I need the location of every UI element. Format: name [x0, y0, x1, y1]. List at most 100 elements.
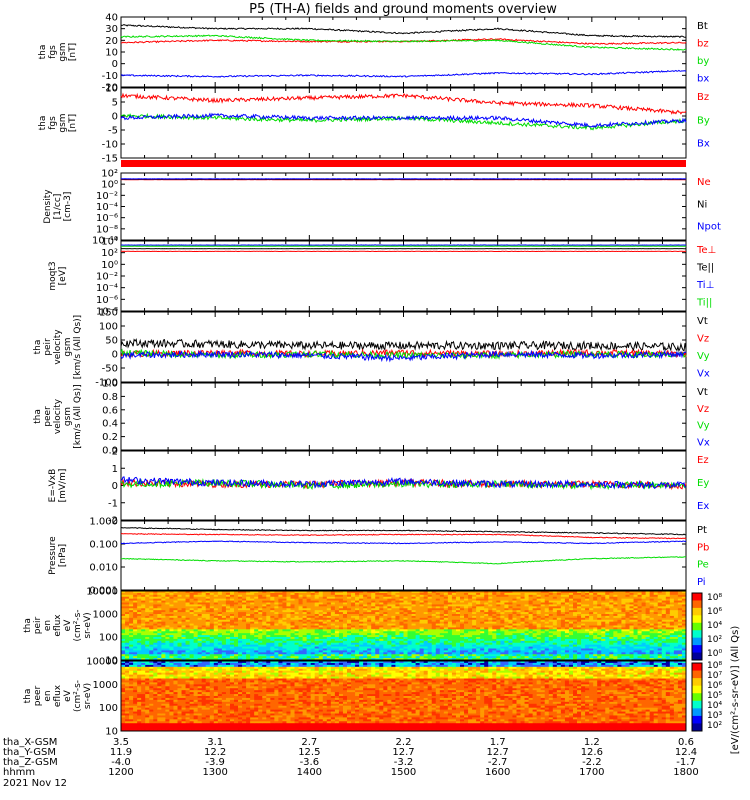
spectrogram-cell — [472, 640, 477, 644]
spectrogram-cell — [423, 614, 429, 617]
spectrogram-cell — [125, 658, 130, 661]
spectrogram-cell — [439, 596, 445, 600]
spectrogram-cell — [234, 638, 239, 642]
spectrogram-cell — [403, 621, 408, 624]
spectrogram-cell — [209, 627, 215, 630]
spectrogram-cell — [157, 596, 162, 600]
spectrogram-cell — [274, 591, 279, 594]
spectrogram-cell — [213, 621, 219, 624]
spectrogram-cell — [536, 640, 542, 644]
spectrogram-cell — [189, 631, 195, 634]
spectrogram-cell — [355, 617, 360, 621]
spectrogram-cell — [367, 604, 372, 607]
spectrogram-cell — [403, 633, 408, 636]
spectrogram-cell — [302, 633, 308, 636]
spectrogram-cell — [573, 633, 578, 636]
spectrogram-cell — [464, 640, 469, 644]
spectrogram-cell — [504, 646, 509, 649]
spectrogram-cell — [314, 598, 320, 601]
spectrogram-cell — [508, 619, 513, 623]
spectrogram-cell — [379, 658, 384, 661]
spectrogram-cell — [334, 614, 340, 617]
spectrogram-cell — [585, 602, 590, 605]
spectrogram-cell — [177, 644, 182, 647]
spectrogram-cell — [157, 648, 162, 651]
spectrogram-cell — [355, 598, 360, 601]
spectrogram-cell — [201, 633, 207, 636]
spectrogram-cell — [258, 614, 263, 617]
spectrogram-cell — [528, 633, 534, 636]
spectrogram-cell — [205, 642, 211, 646]
spectrogram-cell — [246, 592, 251, 596]
spectrogram-cell — [229, 596, 235, 600]
spectrogram-cell — [544, 600, 550, 603]
spectrogram-cell — [209, 604, 215, 607]
spectrogram-cell — [225, 600, 231, 603]
spectrogram-cell — [524, 606, 530, 609]
spectrogram-cell — [564, 604, 570, 607]
spectrogram-cell — [185, 654, 191, 657]
spectrogram-cell — [246, 642, 251, 646]
spectrogram-cell — [242, 656, 247, 659]
spectrogram-cell — [193, 635, 199, 638]
spectrogram-cell — [496, 619, 501, 623]
spectrogram-cell — [246, 608, 251, 611]
spectrogram-cell — [234, 648, 239, 651]
spectrogram-cell — [306, 646, 312, 649]
spectrogram-cell — [367, 602, 372, 605]
spectrogram-cell — [229, 635, 235, 638]
spectrogram-cell — [342, 644, 348, 647]
spectrogram-cell — [395, 638, 400, 642]
spectrogram-cell — [375, 591, 380, 594]
spectrogram-cell — [338, 625, 344, 628]
spectrogram-cell — [161, 600, 166, 603]
spectrogram-cell — [577, 637, 582, 640]
spectrogram-cell — [189, 633, 195, 636]
spectrogram-cell — [577, 621, 582, 624]
spectrogram-cell — [492, 625, 497, 628]
spectrogram-cell — [476, 658, 481, 661]
spectrogram-cell — [141, 608, 146, 611]
spectrogram-cell — [169, 594, 174, 598]
spectrogram-cell — [185, 642, 191, 646]
y-axis-label: (cm²-s- — [73, 609, 83, 641]
spectrogram-cell — [407, 658, 412, 661]
spectrogram-cell — [270, 602, 275, 605]
spectrogram-cell — [585, 646, 590, 649]
spectrogram-cell — [185, 592, 191, 596]
spectrogram-cell — [213, 610, 219, 613]
spectrogram-cell — [201, 635, 207, 638]
spectrogram-cell — [153, 656, 158, 659]
spectrogram-cell — [274, 646, 279, 649]
spectrogram-cell — [403, 592, 408, 596]
spectrogram-cell — [290, 608, 295, 611]
spectrogram-cell — [411, 644, 417, 647]
spectrogram-cell — [286, 591, 291, 594]
spectrogram-cell — [306, 606, 312, 609]
spectrogram-cell — [125, 638, 130, 642]
spectrogram-cell — [334, 592, 340, 596]
spectrogram-cell — [278, 625, 283, 628]
spectrogram-cell — [318, 648, 324, 651]
spectrogram-cell — [302, 600, 308, 603]
spectrogram-cell — [266, 594, 271, 598]
spectrogram-cell — [359, 629, 364, 632]
spectrogram-cell — [193, 614, 199, 617]
spectrogram-cell — [347, 592, 352, 596]
spectrogram-cell — [318, 652, 324, 655]
spectrogram-cell — [520, 612, 525, 615]
spectrogram-cell — [221, 594, 227, 598]
spectrogram-cell — [149, 635, 154, 638]
spectrogram-cell — [423, 638, 429, 642]
spectrogram-cell — [520, 606, 525, 609]
spectrogram-cell — [254, 640, 259, 644]
spectrogram-cell — [524, 642, 530, 646]
spectrogram-cell — [363, 619, 368, 623]
spectrogram-cell — [371, 606, 376, 609]
spectrogram-cell — [125, 642, 130, 646]
spectrogram-cell — [149, 633, 154, 636]
y-axis-label: tha — [38, 45, 48, 60]
spectrogram-cell — [234, 592, 239, 596]
spectrogram-cell — [577, 598, 582, 601]
spectrogram-cell — [262, 656, 267, 659]
